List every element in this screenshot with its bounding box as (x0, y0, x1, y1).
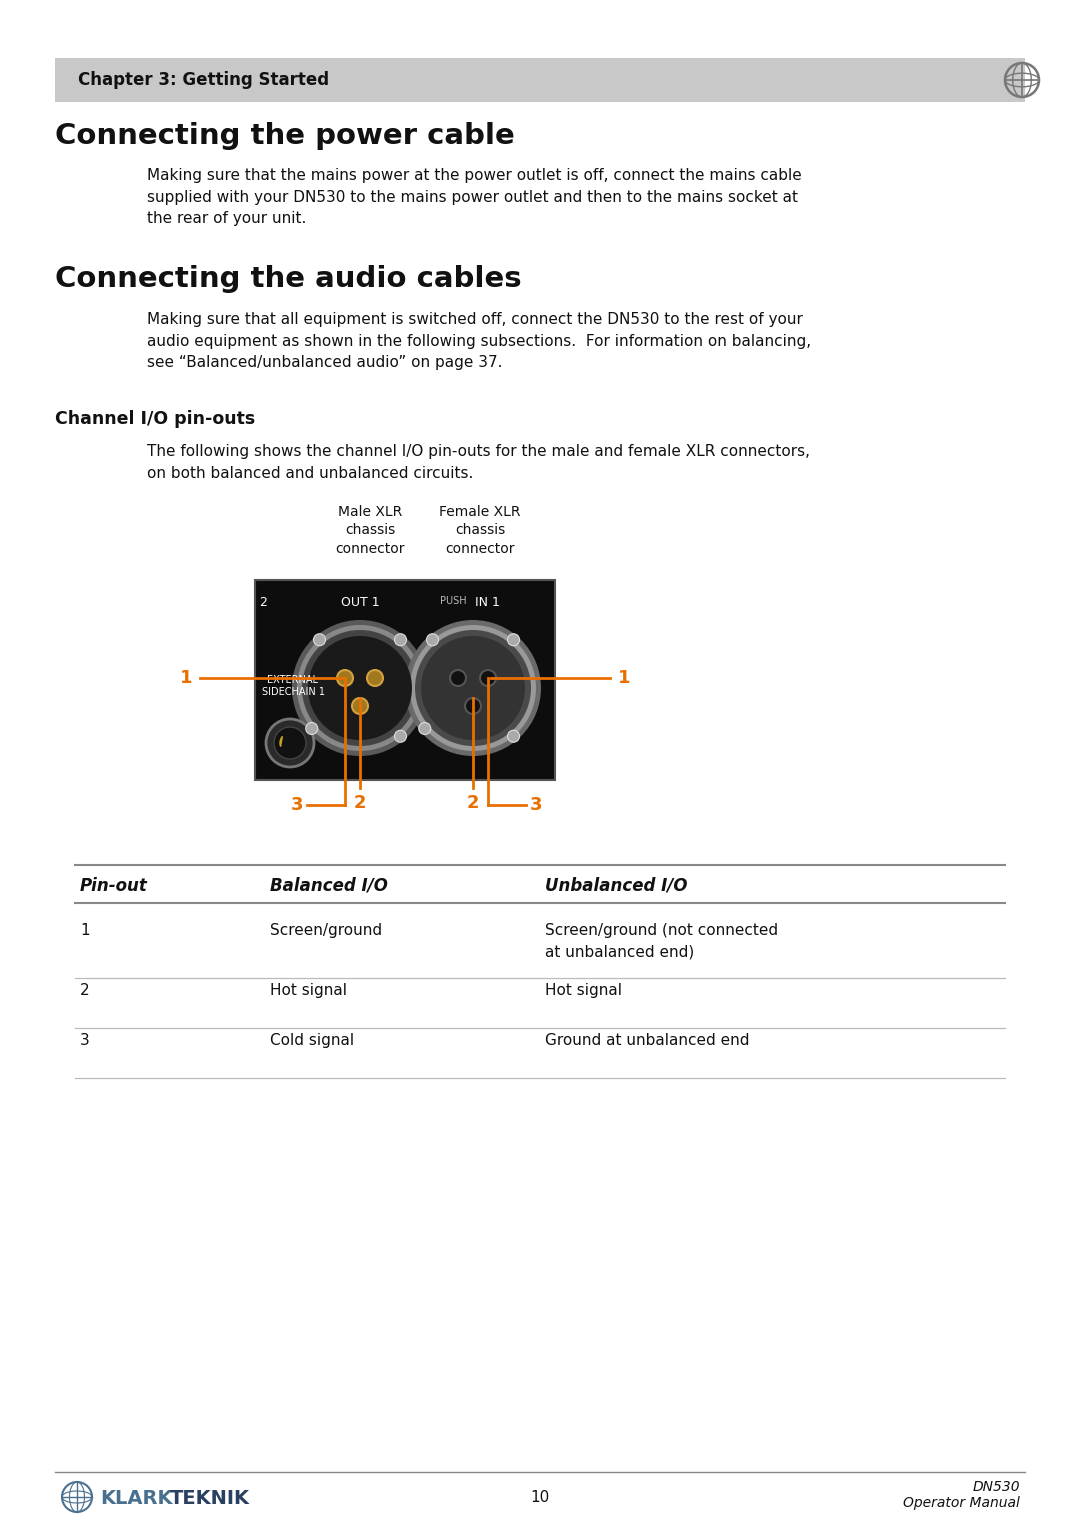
Bar (55, 58, 1025, 102)
Circle shape (302, 631, 418, 747)
Text: Making sure that the mains power at the power outlet is off, connect the mains c: Making sure that the mains power at the … (147, 168, 801, 226)
Text: Screen/ground (not connected
at unbalanced end): Screen/ground (not connected at unbalanc… (545, 922, 778, 959)
Bar (255, 580, 555, 780)
Circle shape (405, 620, 541, 756)
Text: Operator Manual: Operator Manual (903, 1496, 1020, 1510)
Text: KLARK: KLARK (100, 1489, 173, 1509)
Text: Connecting the power cable: Connecting the power cable (55, 122, 515, 150)
Circle shape (306, 722, 318, 734)
Circle shape (508, 634, 519, 646)
Text: Cold signal: Cold signal (270, 1032, 354, 1048)
Text: 2: 2 (467, 794, 480, 812)
Text: 3: 3 (291, 796, 303, 814)
Circle shape (419, 722, 431, 734)
Text: Ground at unbalanced end: Ground at unbalanced end (545, 1032, 750, 1048)
Text: Balanced I/O: Balanced I/O (270, 876, 388, 895)
Text: Hot signal: Hot signal (270, 983, 347, 999)
Text: EXTERNAL
SIDECHAIN 1: EXTERNAL SIDECHAIN 1 (261, 675, 324, 698)
Circle shape (266, 719, 314, 767)
Text: 10: 10 (530, 1490, 550, 1506)
Circle shape (308, 637, 411, 741)
Text: 1: 1 (80, 922, 90, 938)
Text: 3: 3 (80, 1032, 90, 1048)
Text: IN 1: IN 1 (474, 596, 499, 609)
Circle shape (367, 670, 383, 686)
Text: OUT 1: OUT 1 (340, 596, 379, 609)
Text: TEKNIK: TEKNIK (170, 1489, 249, 1509)
Polygon shape (280, 736, 282, 747)
Circle shape (394, 730, 406, 742)
Text: 2: 2 (354, 794, 366, 812)
Text: The following shows the channel I/O pin-outs for the male and female XLR connect: The following shows the channel I/O pin-… (147, 444, 810, 481)
Text: 3: 3 (530, 796, 542, 814)
Text: DN530: DN530 (972, 1480, 1020, 1493)
Circle shape (450, 670, 465, 686)
Text: 1: 1 (618, 669, 631, 687)
Text: Channel I/O pin-outs: Channel I/O pin-outs (55, 411, 255, 428)
Text: Unbalanced I/O: Unbalanced I/O (545, 876, 688, 895)
Text: 2: 2 (259, 596, 267, 609)
Text: Male XLR
chassis
connector: Male XLR chassis connector (335, 505, 405, 556)
Text: Chapter 3: Getting Started: Chapter 3: Getting Started (78, 70, 329, 89)
Text: Hot signal: Hot signal (545, 983, 622, 999)
Text: Female XLR
chassis
connector: Female XLR chassis connector (440, 505, 521, 556)
Text: PUSH: PUSH (440, 596, 467, 606)
Circle shape (421, 637, 525, 741)
Circle shape (297, 625, 423, 751)
Circle shape (292, 620, 428, 756)
Circle shape (274, 727, 306, 759)
Text: Pin-out: Pin-out (80, 876, 148, 895)
Text: Screen/ground: Screen/ground (270, 922, 382, 938)
Circle shape (480, 670, 496, 686)
Circle shape (465, 698, 481, 715)
Text: 2: 2 (80, 983, 90, 999)
Circle shape (394, 634, 406, 646)
Circle shape (410, 625, 536, 751)
Text: Making sure that all equipment is switched off, connect the DN530 to the rest of: Making sure that all equipment is switch… (147, 312, 811, 370)
Circle shape (352, 698, 368, 715)
Text: 1: 1 (179, 669, 192, 687)
Circle shape (427, 634, 438, 646)
Circle shape (337, 670, 353, 686)
Text: Connecting the audio cables: Connecting the audio cables (55, 266, 522, 293)
Circle shape (508, 730, 519, 742)
Circle shape (313, 634, 325, 646)
Circle shape (415, 631, 531, 747)
